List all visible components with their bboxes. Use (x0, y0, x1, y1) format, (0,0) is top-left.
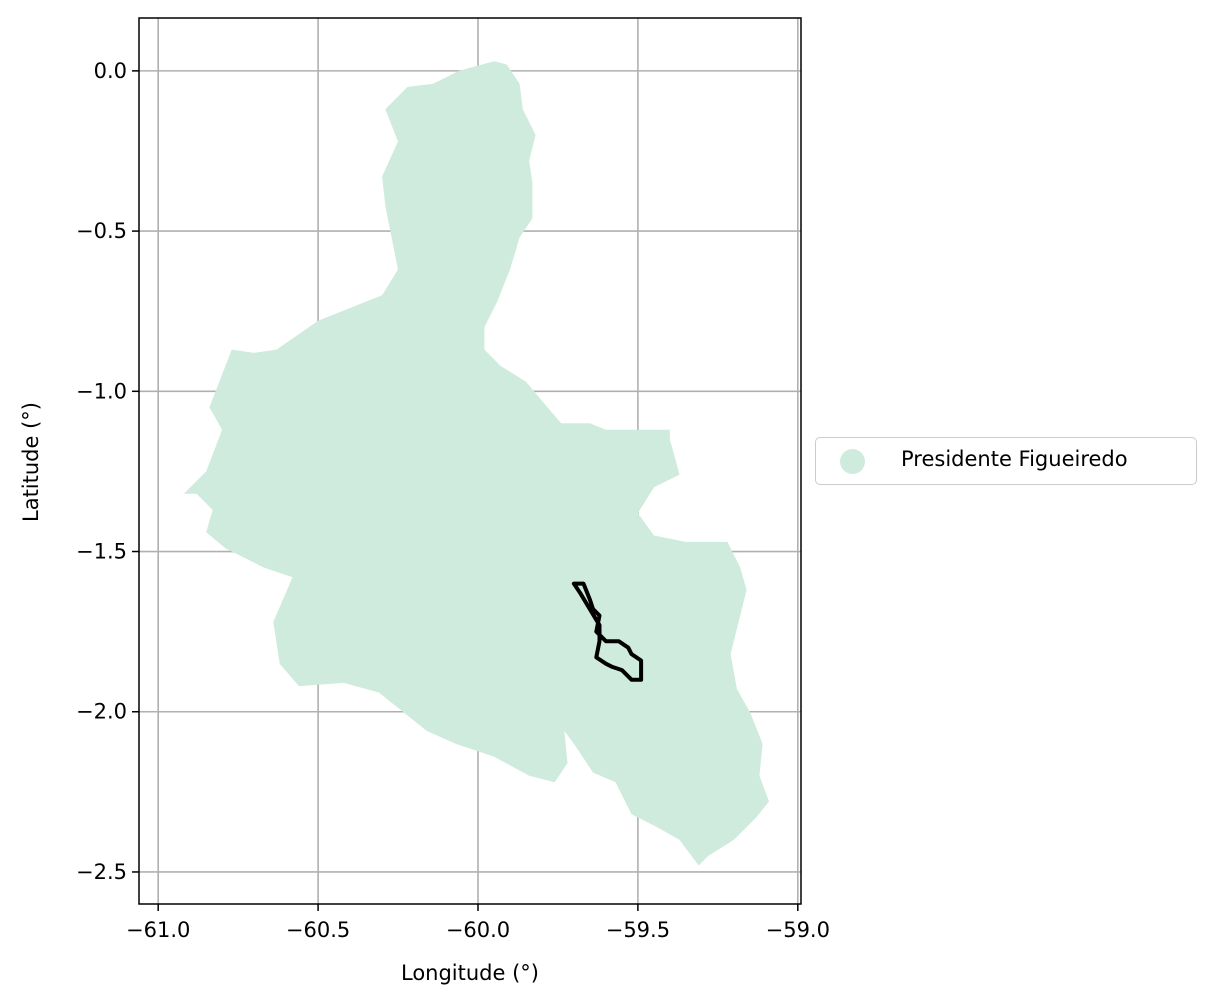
axes-frame (138, 17, 802, 905)
y-tick-label: −2.5 (76, 860, 127, 884)
legend-marker (840, 449, 865, 474)
x-tick-label: −60.5 (286, 918, 350, 942)
x-tick-label: −59.0 (766, 918, 830, 942)
x-axis-label: Longitude (°) (401, 961, 539, 985)
y-axis-label: Latitude (°) (19, 402, 43, 522)
axis-ticks: −61.0 −60.5 −60.0 −59.5 −59.0 0.0 −0.5 −1.0 −1.5… (76, 59, 830, 942)
region-presidente-figueiredo (183, 61, 770, 866)
y-tick-label: 0.0 (94, 59, 127, 83)
x-tick-label: −60.0 (446, 918, 510, 942)
legend: Presidente Figueiredo (815, 437, 1197, 485)
legend-label: Presidente Figueiredo (901, 447, 1128, 471)
x-tick-label: −59.5 (606, 918, 670, 942)
y-tick-label: −1.0 (76, 379, 127, 403)
boundary-line (571, 581, 644, 682)
y-tick-label: −0.5 (76, 219, 127, 243)
x-tick-label: −61.0 (126, 918, 190, 942)
y-tick-label: −1.5 (76, 540, 127, 564)
y-tick-label: −2.0 (76, 700, 127, 724)
